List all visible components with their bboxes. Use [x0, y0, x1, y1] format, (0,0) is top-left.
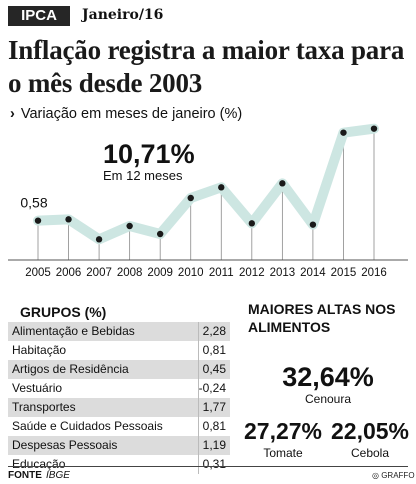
chart-title: › Variação em meses de janeiro (%)	[10, 106, 242, 122]
food-value-cebola: 22,05%	[330, 418, 409, 444]
x-tick-2008: 2008	[117, 267, 143, 279]
food-label-tomate: Tomate	[263, 446, 303, 460]
row-separator	[198, 341, 199, 360]
row-separator	[198, 322, 199, 341]
food-value-cenoura: 32,64%	[282, 362, 374, 392]
point-2009	[156, 230, 164, 238]
row-separator	[198, 436, 199, 455]
group-label: Despesas Pessoais	[12, 438, 118, 452]
food-label-cenoura: Cenoura	[304, 392, 352, 406]
group-value: 0,45	[202, 362, 226, 376]
food-value-tomate: 27,27%	[243, 418, 322, 444]
page-title: Inflação registra a maior taxa para o mê…	[8, 35, 405, 98]
table-row: Educação 0,31	[8, 455, 230, 474]
x-tick-2013: 2013	[270, 267, 296, 279]
table-row: Vestuário -0,24	[8, 379, 230, 398]
point-label-2005: 0,58	[20, 195, 47, 211]
group-value: -0,24	[198, 381, 226, 395]
point-2008	[126, 222, 133, 230]
x-tick-2012: 2012	[239, 267, 265, 279]
x-tick-2016: 2016	[361, 267, 387, 279]
date-label: Janeiro/16	[82, 7, 164, 23]
group-value: 1,19	[202, 438, 226, 452]
row-separator	[198, 455, 199, 474]
chart-title-text: Variação em meses de janeiro (%)	[20, 106, 243, 122]
group-label: Saúde e Cuidados Pessoais	[12, 419, 163, 433]
groups-title: GRUPOS (%)	[20, 304, 107, 320]
twelve-month-value: 10,71%	[103, 139, 195, 169]
food-label-cebola: Cebola	[350, 446, 390, 460]
ipca-tag: IPCA	[8, 6, 70, 26]
group-value: 0,81	[202, 343, 226, 357]
row-separator	[198, 360, 199, 379]
credit-icon: ◎	[372, 471, 382, 480]
group-value: 0,31	[202, 457, 226, 471]
groups-table: Alimentação e Bebidas 2,28 Habitação 0,81 Ar…	[8, 322, 230, 474]
point-labels: 0,58 1,27	[20, 118, 384, 211]
group-label: Transportes	[12, 400, 76, 414]
point-2015	[340, 129, 347, 136]
point-2012	[248, 220, 256, 227]
group-value: 1,77	[202, 400, 226, 414]
credit: ◎ GRAFFO	[372, 471, 415, 480]
point-2005	[34, 217, 42, 224]
point-2014	[309, 221, 317, 228]
point-2006	[65, 216, 72, 223]
chevron-right-icon: ›	[10, 106, 15, 122]
point-2016	[370, 125, 378, 132]
series-line	[33, 123, 379, 245]
row-separator	[198, 379, 199, 398]
source-name: IBGE	[46, 470, 70, 481]
table-row: Transportes 1,77	[8, 398, 230, 417]
group-label: Educação	[12, 457, 66, 471]
x-tick-2009: 2009	[147, 267, 173, 279]
row-separator	[198, 417, 199, 436]
group-value: 2,28	[202, 324, 226, 338]
group-label: Artigos de Residência	[12, 362, 129, 376]
point-2011	[218, 184, 225, 191]
group-value: 0,81	[202, 419, 226, 433]
x-tick-2005: 2005	[25, 267, 51, 279]
x-tick-2007: 2007	[86, 267, 112, 279]
table-row: Saúde e Cuidados Pessoais 0,81	[8, 417, 230, 436]
x-tick-2006: 2006	[56, 267, 82, 279]
point-2010	[187, 194, 194, 202]
group-label: Alimentação e Bebidas	[12, 324, 135, 338]
x-tick-2015: 2015	[331, 267, 357, 279]
x-tick-2010: 2010	[178, 267, 204, 279]
credit-text: GRAFFO	[381, 471, 415, 480]
foods-title: MAIORES ALTAS NOS ALIMENTOS	[248, 301, 396, 335]
x-tick-labels: 2005 2006 2007 2008 2009 2010 2011 2012 2013 2014…	[25, 267, 387, 279]
point-2013	[279, 180, 286, 187]
point-2007	[95, 236, 103, 243]
table-row: Habitação 0,81	[8, 341, 230, 360]
point-label-2016: 1,27	[357, 118, 384, 119]
x-tick-2011: 2011	[209, 267, 234, 279]
line-chart: 2005 2006 2007 2008 2009 2010 2011 2012 2013 2014…	[8, 118, 408, 279]
table-row: Alimentação e Bebidas 2,28	[8, 322, 230, 341]
group-label: Vestuário	[12, 381, 63, 395]
table-row: Despesas Pessoais 1,19	[8, 436, 230, 455]
group-label: Habitação	[12, 343, 67, 357]
source-label: FONTE	[8, 470, 42, 481]
x-tick-2014: 2014	[300, 267, 326, 279]
footer-divider	[8, 466, 408, 467]
row-separator	[198, 398, 199, 417]
twelve-month-caption: Em 12 meses	[103, 168, 183, 183]
data-points	[34, 125, 378, 243]
drop-lines	[37, 128, 375, 260]
table-row: Artigos de Residência 0,45	[8, 360, 230, 379]
